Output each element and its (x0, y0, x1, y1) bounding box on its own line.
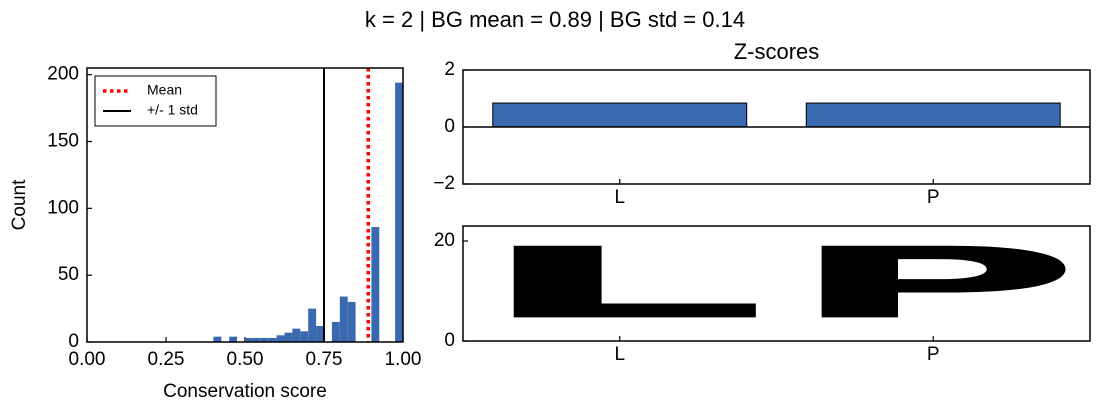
histogram-bar (292, 328, 301, 342)
bar (805, 102, 1061, 128)
legend-label: Mean (147, 82, 182, 98)
x-tick-label: 0.25 (148, 349, 185, 370)
y-axis-label: Count (9, 179, 30, 230)
x-tick-label: 0.00 (69, 349, 106, 370)
histogram-bar (213, 336, 222, 342)
figure-title: k = 2 | BG mean = 0.89 | BG std = 0.14 (365, 7, 745, 32)
x-tick-label: 0.50 (227, 349, 264, 370)
x-tick-label: P (927, 344, 940, 365)
histogram-bar (268, 337, 277, 342)
y-tick-label: 0 (68, 331, 79, 352)
y-tick-label: 200 (47, 64, 79, 85)
legend-label: +/- 1 std (147, 102, 198, 118)
histogram-bar (395, 82, 403, 342)
x-tick-label: 0.75 (306, 349, 343, 370)
x-tick-label: 1.00 (385, 349, 422, 370)
histogram-bar (308, 308, 317, 342)
y-tick-label: 2 (444, 59, 455, 80)
axes-frame (462, 69, 1091, 185)
histogram-bar (347, 301, 356, 342)
logo-letter: L (471, 226, 769, 340)
y-tick-label: 0 (444, 330, 455, 351)
y-tick-label: 20 (434, 230, 455, 251)
histogram-bar (252, 337, 261, 342)
histogram-bar (331, 321, 340, 342)
histogram-bar (316, 325, 324, 342)
histogram-bar (300, 331, 309, 342)
axes-frame (86, 67, 404, 343)
x-tick-label: P (927, 187, 940, 208)
histogram-bar (260, 337, 269, 342)
logo-letter: P (784, 226, 1082, 340)
histogram-bar (229, 336, 238, 342)
histogram-bar (245, 337, 253, 342)
y-tick-label: 50 (58, 264, 79, 285)
x-axis-label: Conservation score (163, 381, 327, 402)
bar (492, 102, 748, 128)
histogram-bar (284, 332, 293, 342)
legend-box (94, 75, 217, 127)
y-tick-label: 150 (47, 131, 79, 152)
axes-title: Z-scores (734, 39, 820, 64)
x-tick-label: L (614, 344, 625, 365)
histogram-bar (371, 227, 380, 342)
x-tick-label: L (614, 187, 625, 208)
axes-frame (462, 225, 1091, 342)
y-tick-label: −2 (433, 173, 455, 194)
y-tick-label: 0 (444, 116, 455, 137)
histogram-bar (276, 335, 285, 342)
histogram-bar (339, 296, 348, 342)
y-tick-label: 100 (47, 197, 79, 218)
